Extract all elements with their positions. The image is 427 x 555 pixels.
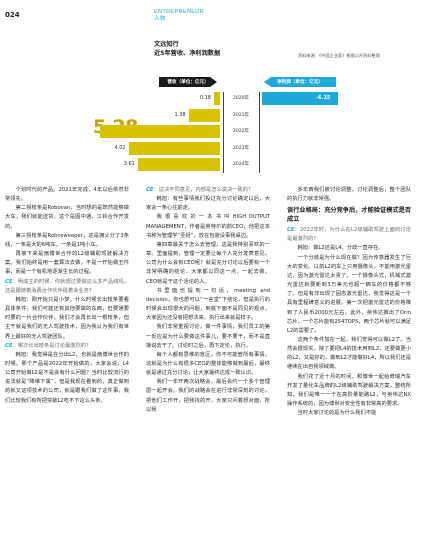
page-number: 024 bbox=[5, 11, 20, 19]
year-label: 2022年 bbox=[233, 129, 249, 134]
revenue-column-header: 营收（单位：亿元） bbox=[159, 77, 217, 87]
section-label-zh: 人物 bbox=[154, 16, 166, 23]
body-paragraph: 当时大家讨论的是为什么我们不能 bbox=[297, 410, 377, 417]
source-note: 资料来源：《中国企业家》根据公开资料整理 bbox=[298, 53, 380, 58]
revenue-value-label: 3.61 bbox=[123, 161, 135, 167]
body-paragraph: 我们非常重视讨论，做一件事情，我们员工的第一反应是为什么要做这件事儿，要不要干，… bbox=[146, 324, 270, 349]
axis-line-left bbox=[223, 92, 224, 173]
chart-headline-subtitle: 近5年营收、净利润数据 bbox=[154, 49, 221, 57]
body-paragraph: 我们一年开两次战略会，最后会约一个多个管理层一起开会。我们的战略会在进行非常深刻… bbox=[146, 379, 270, 413]
section-label: ENTREPRENEUR 人物 bbox=[154, 9, 204, 24]
body-paragraph: 这两个条件加在一起，我们觉得可以做L2了。当然会很现实，除了要把L4的技术用到L… bbox=[287, 337, 411, 371]
body-paragraph: 第三拐枝条是Robosweeper，这是拥义分了3条线，一条是大的6吨车，一条是… bbox=[5, 232, 129, 248]
question-marker: CE bbox=[5, 278, 13, 285]
revenue-profit-chart: 营收（单位：亿元） 净利润（单位：亿元） 5.28 0.182020年-6.15… bbox=[4, 75, 423, 175]
profit-bar bbox=[262, 92, 338, 105]
body-paragraph: 第四章最关于怎么去管理，这是我特别喜欢的一章。里面提到，管理一定要让每个人充分发… bbox=[146, 241, 270, 285]
body-paragraph: 第二拐枝条是Robovan，当时想的是既然能够做大车，我们就能送货。这个是图中通… bbox=[5, 205, 129, 230]
chart-headline-company: 文远知行 bbox=[154, 41, 179, 48]
revenue-bar bbox=[128, 141, 220, 155]
profit-value-label: -6.15 bbox=[316, 95, 331, 101]
body-paragraph: 多年西我们被讨论调整，讨论调整后，整个团队的执行力就非常强。 bbox=[287, 187, 411, 203]
revenue-value-label: 1.38 bbox=[174, 111, 186, 118]
axis-line-right bbox=[259, 92, 260, 173]
body-paragraph: 再接下来是扇博世合作的L2级辅助驾驶解决方案。我们始终是用一套算法去做，不是一开… bbox=[5, 251, 129, 276]
article-column-3: 多年西我们被讨论调整，讨论调整后，整个团队的执行力就非常强。 谈行业格局：充分竞争… bbox=[287, 186, 411, 418]
interview-question: CE：哪次长出枝条是讨论最激烈的？ bbox=[5, 342, 129, 351]
body-paragraph: 韩旭：有些事情我们投过充分讨论确定以后，大家会一条心往前走。 bbox=[146, 196, 270, 212]
body-paragraph: 每个人都有思维的盲区，你不可能管所有事情。这就是为什么有很多CEO的整体能够做到… bbox=[146, 351, 270, 377]
section-label-en: ENTREPRENEUR bbox=[154, 9, 204, 15]
revenue-bar bbox=[137, 158, 220, 171]
interview-question: CE：2022年时，为什么在L2级辅助驾驶上面的讨论是最激烈的？ bbox=[287, 226, 411, 244]
article-column-1: 个划时代的产品。2021年完成，4年以后依然非常领先。第二拐枝条是Robovan… bbox=[5, 186, 129, 406]
body-paragraph: 个划时代的产品。2021年完成，4年以后依然非常领先。 bbox=[5, 187, 129, 203]
body-paragraph: 书里面也提到一句话，meeting and decision，你也想可以“一言堂… bbox=[146, 287, 270, 322]
body-paragraph: 韩旭：做L2还是L4，分歧一直存在。 bbox=[297, 245, 384, 252]
revenue-value-label: 4.02 bbox=[114, 144, 126, 151]
body-paragraph: 我 很 喜 欢 的 一 本 书 叫 HIGH OUTPUT MANAGEMENT… bbox=[146, 214, 270, 239]
body-paragraph: 韩旭：刚开始只是小梦，什么时候长出枝条要看具体条件。我们可能还有其他要做的东西，… bbox=[5, 296, 129, 340]
revenue-bar bbox=[100, 125, 220, 138]
question-text: ：这决不同意见，内部是怎么说决一致的？ bbox=[153, 187, 254, 193]
question-text: ：2022年时，为什么在L2级辅助驾驶上面的讨论是最激烈的？ bbox=[287, 227, 411, 243]
body-paragraph: 韩旭：我觉得是在分出L2，也就是扇博世合作的时候。那个产品是2022年开始做的，… bbox=[5, 351, 129, 404]
question-marker: CE bbox=[146, 187, 154, 193]
revenue-bar bbox=[188, 108, 220, 122]
body-paragraph: 我们花了近十月的时间，和博世一起给奇瑞汽车开发了量化车品牌的L2级辅助驾驶解决方… bbox=[287, 373, 411, 408]
section-heading: 谈行业格局：充分竞争后，才能验证模式是否成立 bbox=[287, 207, 411, 223]
year-label: 2021年 bbox=[233, 112, 249, 118]
body-paragraph: 一个分歧是为什么现在做？因为传感器发生了巨大的变化。以前L2的车上只用摄像头，不… bbox=[287, 254, 411, 334]
interview-question: CE：明成主的时候，你就想过要做这么多产品线吗，还是跟随着消费合作伙伴挺着会业务… bbox=[5, 278, 129, 296]
question-text: ：明成主的时候，你就想过要做这么多产品线吗，还是跟随着消费合作伙伴挺着会业务？ bbox=[5, 278, 129, 294]
chart-headline: 文远知行 近5年营收、净利润数据 bbox=[154, 41, 220, 58]
revenue-value-label: 0.18 bbox=[199, 95, 211, 101]
question-marker: CE bbox=[287, 227, 295, 234]
question-marker: CE bbox=[5, 342, 13, 349]
year-label: 2023年 bbox=[233, 145, 249, 151]
year-label: 2024年 bbox=[233, 162, 249, 167]
interview-question: CE：这决不同意见，内部是怎么说决一致的？ bbox=[146, 186, 270, 195]
profit-column-header: 净利润（单位：亿元） bbox=[264, 77, 336, 87]
question-text: ：哪次长出枝条是讨论最激烈的？ bbox=[12, 342, 92, 349]
revenue-bar bbox=[214, 92, 220, 105]
article-column-2: CE：这决不同意见，内部是怎么说决一致的？ 韩旭：有些事情我们投过充分讨论确定以后… bbox=[146, 186, 270, 415]
year-label: 2020年 bbox=[233, 96, 249, 101]
